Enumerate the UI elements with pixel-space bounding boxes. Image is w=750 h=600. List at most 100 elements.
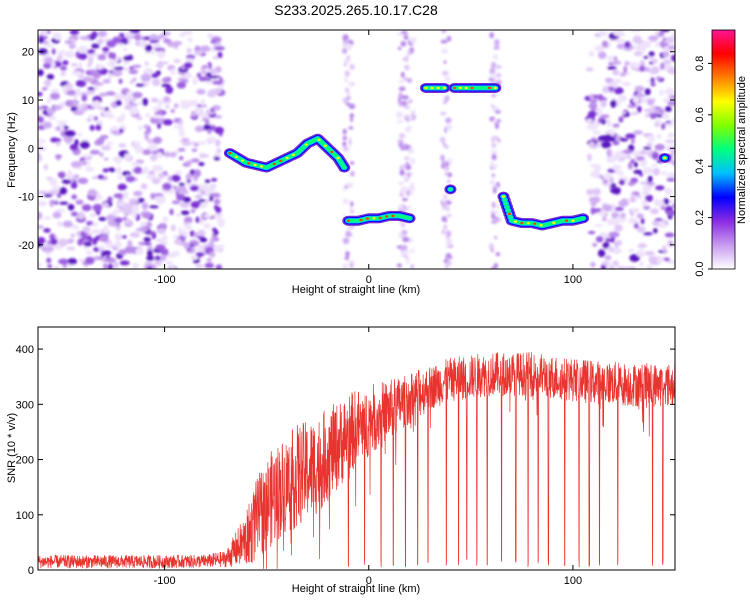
heatmap-noise-cell [120,37,129,42]
heatmap-noise-cell [633,222,639,229]
y-tick-label: 200 [16,455,34,467]
heatmap-noise-cell [172,235,179,239]
heatmap-noise-cell [214,46,225,51]
heatmap-feature-cell [580,216,586,221]
heatmap-noise-cell [634,93,646,98]
heatmap-noise-cell [349,170,355,177]
heatmap-noise-cell [196,72,202,78]
heatmap-noise-cell [80,104,87,109]
heatmap-noise-cell [344,77,349,83]
heatmap-noise-cell [117,202,125,207]
heatmap-noise-cell [212,55,219,60]
heatmap-noise-cell [646,264,653,269]
heatmap-noise-cell [176,193,186,201]
heatmap-noise-cell [115,166,122,175]
heatmap-peak-cell [577,218,581,221]
heatmap-noise-cell [150,50,156,55]
heatmap-noise-cell [637,243,647,249]
heatmap-noise-cell [165,260,173,265]
heatmap-noise-cell [142,213,152,219]
heatmap-noise-cell [597,249,606,258]
heatmap-noise-cell [107,196,113,203]
heatmap-noise-cell [610,99,617,108]
heatmap-noise-cell [170,109,176,113]
heatmap-noise-cell [203,223,211,229]
heatmap-noise-cell [201,65,208,69]
heatmap-noise-cell [149,40,160,44]
heatmap-noise-cell [492,187,497,194]
heatmap-noise-cell [142,149,152,156]
heatmap-noise-cell [401,197,408,202]
heatmap-noise-cell [587,153,592,162]
heatmap-noise-cell [202,214,213,218]
heatmap-noise-cell [650,208,659,215]
heatmap-noise-cell [179,201,190,209]
heatmap-noise-cell [492,54,498,60]
heatmap-noise-cell [396,119,404,124]
heatmap-noise-cell [660,62,665,70]
heatmap-noise-cell [176,185,187,193]
heatmap-noise-cell [633,150,640,158]
heatmap-noise-cell [145,113,151,118]
heatmap-noise-cell [637,87,642,96]
heatmap-noise-cell [189,246,196,254]
heatmap-noise-cell [106,39,117,48]
heatmap-noise-cell [616,43,625,50]
heatmap-noise-cell [653,199,665,207]
heatmap-noise-cell [154,260,163,266]
heatmap-noise-cell [401,100,408,106]
heatmap-noise-cell [193,50,203,56]
y-tick-label: 300 [16,399,34,411]
snr-panel: -100 0 100 0 100 200 300 400 Height of straigh… [6,326,676,595]
heatmap-noise-cell [167,175,174,182]
heatmap-noise-cell [154,255,162,261]
heatmap-noise-cell [61,85,68,93]
heatmap-noise-cell [647,175,653,183]
heatmap-noise-cell [654,217,663,222]
heatmap-noise-cell [491,201,496,209]
heatmap-noise-cell [408,99,413,103]
heatmap-noise-cell [185,173,192,181]
heatmap-peak-cell [353,219,357,222]
heatmap-noise-cell [630,137,635,145]
heatmap-noise-cell [399,133,405,138]
heatmap-noise-cell [75,88,81,96]
heatmap-peak-cell [564,219,569,222]
heatmap-noise-cell [668,67,675,75]
heatmap-noise-cell [446,213,452,218]
heatmap-noise-cell [665,36,675,44]
heatmap-noise-cell [206,33,214,39]
heatmap-noise-cell [194,195,203,199]
heatmap-noise-cell [148,205,159,209]
heatmap-noise-cell [446,260,452,266]
heatmap-noise-cell [49,200,59,204]
heatmap-noise-cell [123,47,128,52]
heatmap-noise-cell [74,139,79,146]
heatmap-noise-cell [155,62,164,69]
heatmap-noise-cell [183,216,193,224]
heatmap-noise-cell [110,125,119,132]
heatmap-noise-cell [85,250,93,255]
heatmap-noise-cell [141,202,149,210]
heatmap-noise-cell [447,179,451,184]
heatmap-noise-cell [649,107,657,115]
heatmap-noise-cell [497,138,501,143]
heatmap-feature-cell [505,208,511,213]
heatmap-noise-cell [53,265,60,269]
heatmap-noise-cell [44,79,52,87]
heatmap-noise-cell [443,224,448,230]
heatmap-noise-cell [66,89,77,96]
heatmap-noise-cell [131,204,139,213]
heatmap-noise-cell [87,189,98,197]
heatmap-noise-cell [107,72,113,80]
heatmap-noise-cell [191,158,200,163]
heatmap-noise-cell [70,161,82,168]
heatmap-noise-cell [93,255,102,261]
heatmap-noise-cell [71,194,77,200]
heatmap-noise-cell [490,150,498,155]
heatmap-noise-cell [130,162,141,166]
heatmap-noise-cell [98,92,108,97]
heatmap-noise-cell [55,208,66,213]
heatmap-noise-cell [179,104,187,109]
